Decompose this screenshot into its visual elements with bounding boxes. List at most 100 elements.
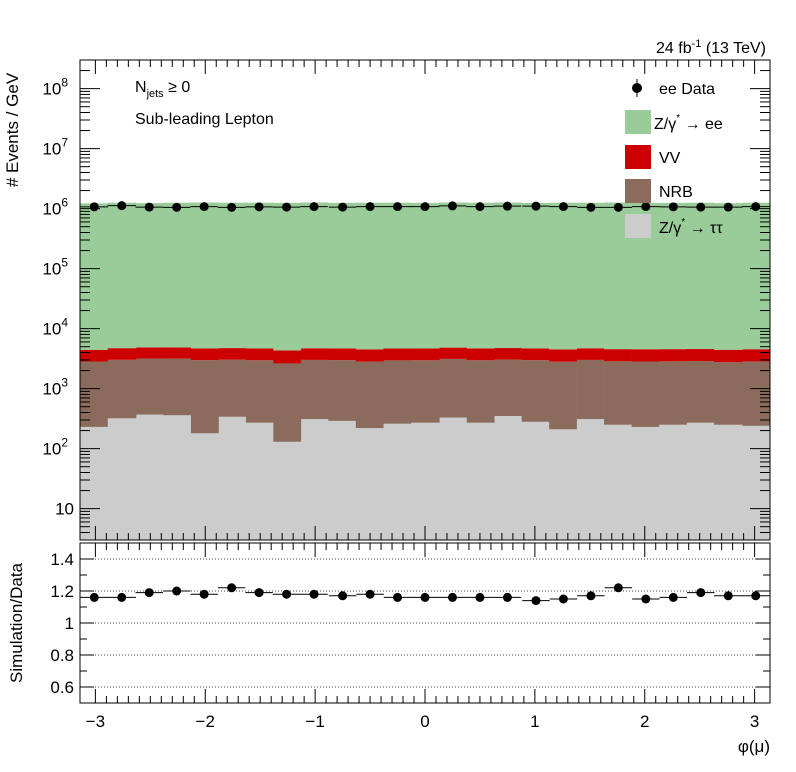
bar-1-22 <box>686 361 715 423</box>
bar-0-6 <box>245 422 274 540</box>
ytick-label-1: 102 <box>42 436 68 459</box>
ratio-xtick-label-0: −3 <box>86 712 105 731</box>
bar-0-19 <box>604 424 632 540</box>
bar-2-3 <box>163 347 192 359</box>
bar-3-0 <box>80 203 108 350</box>
ratio-points <box>80 583 770 606</box>
bar-0-11 <box>383 423 412 540</box>
data-point-20 <box>641 202 651 212</box>
data-point-6 <box>254 202 264 212</box>
bar-2-0 <box>80 349 108 362</box>
legend-zee-swatch <box>625 110 651 134</box>
data-point-0 <box>89 202 99 212</box>
bar-0-21 <box>659 424 687 540</box>
bar-1-21 <box>659 361 687 425</box>
bar-1-7 <box>273 363 302 442</box>
bar-2-20 <box>631 349 660 362</box>
bar-1-6 <box>245 360 274 423</box>
bar-2-14 <box>466 348 495 361</box>
bar-3-9 <box>328 202 357 349</box>
ratio-xtick-label-3: 0 <box>420 712 429 731</box>
ytick-label-7: 108 <box>42 76 68 99</box>
bar-2-19 <box>604 349 632 362</box>
ratio-point-13 <box>447 592 457 602</box>
bar-0-18 <box>576 419 605 540</box>
bar-0-20 <box>631 426 660 540</box>
bar-1-24 <box>742 361 771 426</box>
ytick-label-6: 107 <box>42 136 68 159</box>
ratio-xtick-label-6: 3 <box>750 712 759 731</box>
legend: ee Data Z/γ* → ee VV NRB Z/γ* → ττ <box>625 79 723 238</box>
ratio-point-5 <box>227 583 237 593</box>
ytick-label-exp-1: 2 <box>61 436 68 450</box>
ratio-ytick-label-4: 1.4 <box>50 550 74 569</box>
ratio-xtick-label-2: −1 <box>305 712 324 731</box>
ytick-label-base-2: 10 <box>42 380 61 399</box>
legend-vv-swatch <box>625 145 651 169</box>
bar-0-2 <box>136 414 164 540</box>
bar-3-18 <box>576 202 605 349</box>
bar-1-1 <box>107 359 137 419</box>
bar-1-13 <box>439 358 468 418</box>
ratio-point-3 <box>172 586 182 596</box>
data-point-10 <box>365 202 375 212</box>
legend-nrb-label: NRB <box>659 184 693 201</box>
data-point-8 <box>309 202 319 212</box>
ytick-label-exp-7: 8 <box>61 76 68 90</box>
bar-2-23 <box>713 349 743 363</box>
ratio-point-18 <box>586 591 596 601</box>
bar-1-20 <box>631 361 660 427</box>
data-point-7 <box>282 202 292 212</box>
ratio-xtick-label-4: 1 <box>530 712 539 731</box>
data-point-13 <box>447 201 457 211</box>
bar-1-2 <box>136 358 164 415</box>
ytick-label-base-4: 10 <box>42 260 61 279</box>
ratio-ytick-label-2: 1 <box>65 614 74 633</box>
ratio-panel: 0.6 0.8 1 1.2 1.4 −3 −2 −1 0 1 2 3 Simulation/Data… <box>7 542 771 756</box>
njets-annotation: Njets ≥ 0 <box>135 79 190 100</box>
bar-0-8 <box>300 419 329 540</box>
ratio-ytick-label-1: 0.8 <box>50 646 74 665</box>
ratio-point-0 <box>89 592 99 602</box>
bar-3-21 <box>659 202 687 350</box>
region-annotation: Sub-leading Lepton <box>135 111 274 128</box>
bar-3-4 <box>190 202 219 349</box>
data-point-11 <box>393 202 403 212</box>
ratio-point-21 <box>668 592 678 602</box>
bar-3-22 <box>686 202 715 350</box>
legend-data-marker <box>632 83 642 93</box>
ytick-label-base-1: 10 <box>42 440 61 459</box>
ytick-label-exp-4: 5 <box>61 256 68 270</box>
legend-entry-vv: VV <box>625 145 681 169</box>
ratio-point-15 <box>502 592 512 602</box>
bar-0-24 <box>742 425 771 540</box>
bar-3-2 <box>136 203 164 348</box>
legend-entry-zee: Z/γ* → ee <box>625 110 723 134</box>
ratio-point-10 <box>365 589 375 599</box>
bar-0-7 <box>273 441 302 540</box>
bar-2-6 <box>245 348 274 361</box>
bar-0-9 <box>328 420 357 540</box>
stacked-histogram <box>80 202 771 540</box>
bar-1-4 <box>190 360 219 434</box>
bar-1-14 <box>466 360 495 423</box>
bar-1-10 <box>355 361 384 429</box>
data-point-3 <box>172 202 182 212</box>
bar-0-22 <box>686 422 715 540</box>
bar-2-9 <box>328 348 357 361</box>
ytick-label-5: 106 <box>42 196 68 219</box>
bar-2-22 <box>686 349 715 362</box>
ratio-ytick-label-3: 1.2 <box>50 582 74 601</box>
ytick-label-base-3: 10 <box>42 320 61 339</box>
bar-3-7 <box>273 202 302 351</box>
x-axis-title: φ(μ) <box>738 737 770 756</box>
ratio-y-axis: 0.6 0.8 1 1.2 1.4 <box>50 542 770 704</box>
data-point-4 <box>199 202 209 212</box>
data-point-1 <box>117 201 127 211</box>
ytick-label-exp-3: 4 <box>61 316 68 330</box>
ratio-point-19 <box>613 583 623 593</box>
bar-3-17 <box>549 202 577 350</box>
legend-nrb-swatch <box>625 179 651 203</box>
bar-1-8 <box>300 359 329 420</box>
